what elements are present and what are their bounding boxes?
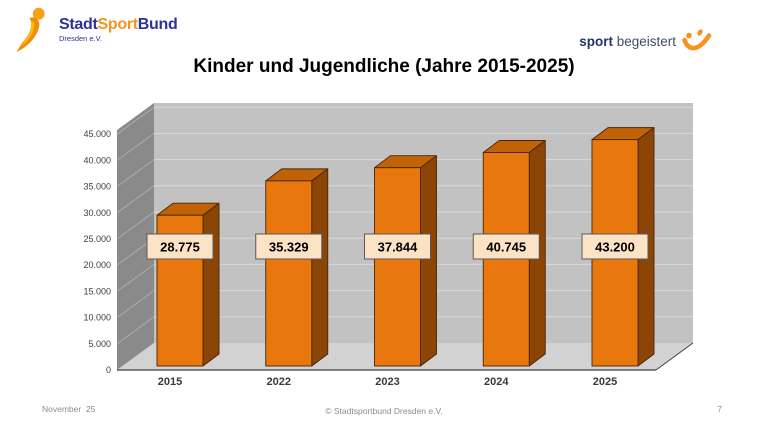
gridline-side	[116, 263, 155, 292]
stadtsportbund-logo: StadtSportBund Dresden e.V.	[10, 5, 178, 55]
chart-side-wall	[117, 103, 154, 370]
gridline-side	[116, 211, 155, 240]
y-axis-label: 25.000	[83, 234, 111, 244]
x-axis-label: 2022	[267, 376, 291, 388]
value-label: 28.775	[160, 240, 200, 255]
y-axis-label: 5.000	[88, 339, 111, 349]
value-label: 37.844	[378, 240, 419, 255]
x-axis-label: 2015	[158, 376, 182, 388]
value-label-box	[364, 233, 431, 260]
logo-word-begeistert: begeistert	[616, 33, 676, 49]
sportbegeistert-logo-text: sport begeistert	[579, 34, 676, 49]
footer-date: November 25	[42, 404, 96, 414]
footer-page-number: 7	[717, 404, 722, 414]
value-label: 40.745	[486, 240, 526, 255]
x-axis-label: 2025	[593, 376, 617, 388]
bar-side-face	[420, 155, 437, 367]
footer-copyright: © Stadtsportbund Dresden e.V.	[325, 406, 443, 416]
floor-right-edge	[655, 342, 694, 371]
logo-text-stadt: Stadt	[59, 16, 98, 34]
y-axis-label: 20.000	[83, 260, 111, 270]
x-axis-label: 2024	[484, 376, 509, 388]
stadtsportbund-logo-text: StadtSportBund Dresden e.V.	[59, 16, 178, 44]
gridline-side	[116, 316, 155, 345]
y-axis-label: 30.000	[83, 208, 111, 218]
logo-word-sport: sport	[579, 33, 613, 49]
slide-title: Kinder und Jugendliche (Jahre 2015-2025)	[193, 56, 575, 77]
logo-text-sport: Sport	[97, 16, 139, 34]
value-label-box	[472, 233, 540, 260]
sportbegeistert-logo: sport begeistert	[576, 24, 712, 58]
value-label-box	[581, 233, 649, 260]
bar-2023	[374, 167, 421, 367]
gridline-side	[116, 290, 155, 319]
gridline-side	[116, 106, 155, 135]
x-axis-label: 2023	[375, 376, 399, 388]
bar-side-face	[311, 168, 329, 367]
bar-2022	[265, 180, 313, 367]
y-axis-label: 15.000	[83, 286, 111, 296]
gridline-side	[116, 185, 155, 214]
value-label: 43.200	[595, 240, 635, 255]
logo-text-bund: Bund	[137, 16, 178, 34]
bar-side-face	[202, 202, 220, 367]
logo-title: StadtSportBund	[59, 16, 178, 34]
value-label-box	[255, 233, 323, 260]
y-axis-label: 0	[106, 365, 111, 375]
y-axis-label: 45.000	[83, 129, 111, 139]
y-axis-label: 40.000	[83, 155, 111, 165]
value-label: 35.329	[269, 240, 309, 255]
gridline-side	[116, 132, 155, 161]
y-axis-label: 35.000	[83, 182, 111, 192]
smiley-icon	[682, 29, 712, 51]
gridline-side	[116, 159, 155, 188]
stadtsportbund-swoosh-icon	[16, 7, 45, 53]
value-label-box	[146, 233, 214, 260]
logo-subtitle: Dresden e.V.	[59, 34, 103, 44]
y-axis-label: 10.000	[83, 313, 111, 323]
